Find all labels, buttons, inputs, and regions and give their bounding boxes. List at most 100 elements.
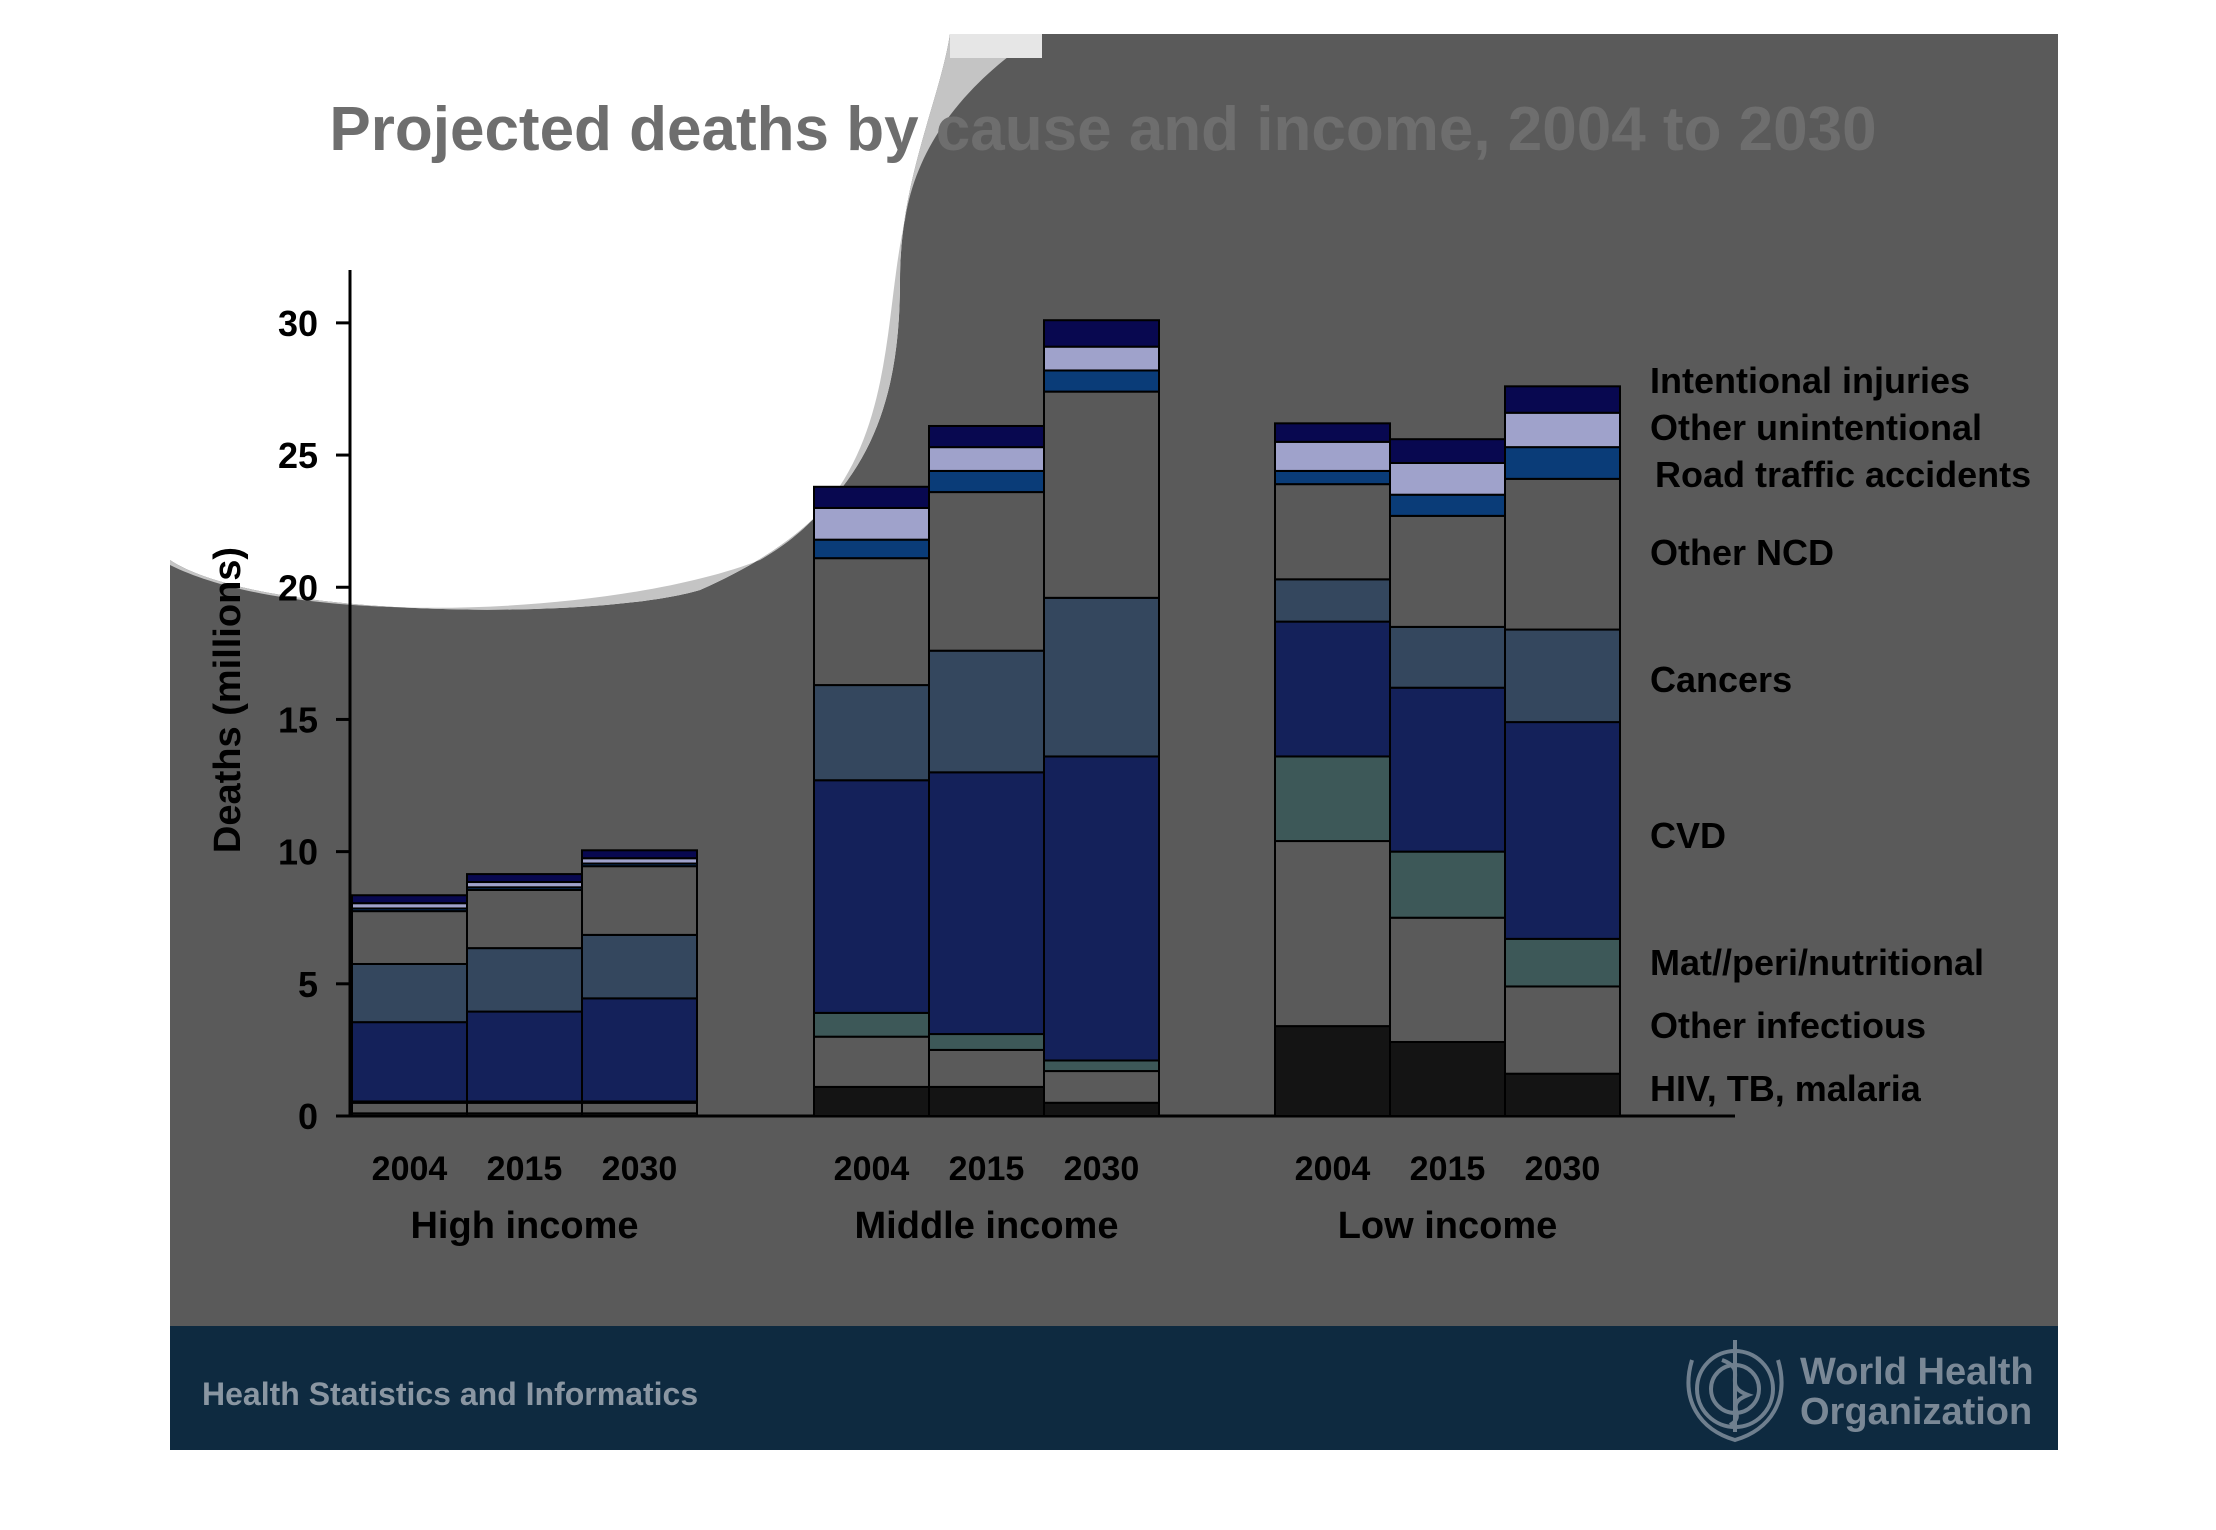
legend-label: Other infectious: [1650, 1005, 1926, 1046]
bar-segment: [813, 1011, 930, 1038]
bar-segment: [1389, 916, 1506, 1043]
y-tick-label: 5: [298, 964, 318, 1005]
legend-label: CVD: [1650, 815, 1726, 856]
bar-segment: [1043, 390, 1160, 599]
bar-segment: [813, 779, 930, 1014]
bar-segment: [813, 557, 930, 687]
bar-segment: [1389, 850, 1506, 919]
bar-segment: [1504, 985, 1621, 1075]
x-tick-label: 2030: [1525, 1150, 1601, 1188]
chart-plot: 0 5 10 15 20 25 30 2004 2015 2030 High income 2004 2…: [278, 270, 2031, 1247]
bar-segment: [351, 910, 468, 965]
bar-segment: [813, 538, 930, 560]
legend-label: Cancers: [1650, 659, 1792, 700]
legend-label: Other NCD: [1650, 532, 1834, 573]
bar-segment: [351, 894, 468, 905]
bar-segment: [813, 506, 930, 541]
slide-title: Projected deaths by cause and income, 20…: [329, 95, 1876, 164]
bar-segment: [1504, 937, 1621, 988]
bar-segment: [581, 865, 698, 936]
bar-segment: [1274, 422, 1391, 443]
bar-segment: [1389, 438, 1506, 464]
bar-segment: [1389, 514, 1506, 628]
x-tick-label: 2015: [949, 1150, 1025, 1188]
bar-segment: [351, 1101, 468, 1115]
legend-label: HIV, TB, malaria: [1650, 1068, 1922, 1109]
bar-segment: [1043, 1070, 1160, 1104]
bar-segment: [581, 997, 698, 1103]
decorative-wave: [170, 34, 950, 610]
group-label: Middle income: [855, 1205, 1119, 1247]
bar-segment: [466, 888, 583, 950]
bar-segment: [1504, 411, 1621, 449]
bar-segment: [1274, 620, 1391, 758]
x-tick-label: 2004: [1295, 1150, 1371, 1188]
bar-segment: [1389, 461, 1506, 496]
y-tick-label: 25: [278, 435, 318, 476]
bar-segment: [1043, 319, 1160, 348]
bar-segment: [1274, 469, 1391, 486]
decorative-wave-shade: [170, 34, 1040, 610]
bar-segment: [1274, 755, 1391, 843]
bar-segment: [928, 1033, 1045, 1051]
bar-segment: [1274, 440, 1391, 472]
bar-segment: [1504, 477, 1621, 631]
footer-bar: [170, 1326, 2058, 1450]
bar-segment: [1389, 1040, 1506, 1117]
legend-label: Mat//peri/nutritional: [1650, 942, 1984, 983]
x-tick-label: 2015: [487, 1150, 563, 1188]
y-axis-label: Deaths (millions): [207, 547, 249, 853]
bar-segment: [1043, 345, 1160, 372]
bar-segment: [1274, 578, 1391, 623]
bar-segment: [466, 947, 583, 1013]
bar-segment: [813, 684, 930, 782]
y-tick-label: 15: [278, 699, 318, 740]
bar-segment: [928, 1048, 1045, 1088]
y-tick-label: 0: [298, 1096, 318, 1137]
bar-segment: [581, 1101, 698, 1115]
group-label: Low income: [1338, 1205, 1558, 1247]
y-tick-label: 30: [278, 303, 318, 344]
bar-segment: [351, 1021, 468, 1103]
y-tick-label: 10: [278, 832, 318, 873]
legend-label: Other unintentional: [1650, 407, 1982, 448]
bar-segment: [1043, 755, 1160, 1062]
x-tick-label: 2004: [372, 1150, 448, 1188]
bar-segment: [581, 933, 698, 1000]
x-tick-label: 2030: [1064, 1150, 1140, 1188]
footer-text: Health Statistics and Informatics: [202, 1376, 698, 1412]
bar-segment: [1504, 628, 1621, 724]
legend-label: Intentional injuries: [1650, 360, 1970, 401]
bar-segment: [928, 771, 1045, 1036]
bar-segment: [928, 1085, 1045, 1117]
bar-segment: [928, 491, 1045, 652]
bar-segment: [928, 649, 1045, 774]
y-tick-label: 20: [278, 567, 318, 608]
logo-text-line2: Organization: [1800, 1391, 2032, 1433]
bar-segment: [466, 1101, 583, 1115]
bar-segment: [928, 424, 1045, 449]
bar-segment: [1504, 721, 1621, 940]
x-tick-label: 2004: [834, 1150, 910, 1188]
bar-segment: [928, 469, 1045, 494]
decorative-wave-top-band: [950, 34, 1042, 58]
bar-segment: [1043, 596, 1160, 758]
legend-label: Road traffic accidents: [1655, 454, 2031, 495]
bar-segment: [1043, 1059, 1160, 1073]
bar-segment: [581, 849, 698, 860]
bar-segment: [928, 446, 1045, 472]
x-tick-label: 2015: [1410, 1150, 1486, 1188]
bar-segment: [1389, 625, 1506, 689]
bar-segment: [1274, 483, 1391, 581]
bar-segment: [1389, 686, 1506, 853]
group-label: High income: [410, 1205, 638, 1247]
bar-segment: [1274, 1025, 1391, 1118]
bar-segment: [1389, 493, 1506, 517]
bar-segment: [466, 873, 583, 884]
bar-segment: [1504, 1072, 1621, 1117]
bar-segment: [351, 962, 468, 1024]
bar-segment: [1043, 369, 1160, 393]
who-emblem-icon: [1686, 1340, 1784, 1443]
bar-segment: [1504, 446, 1621, 480]
